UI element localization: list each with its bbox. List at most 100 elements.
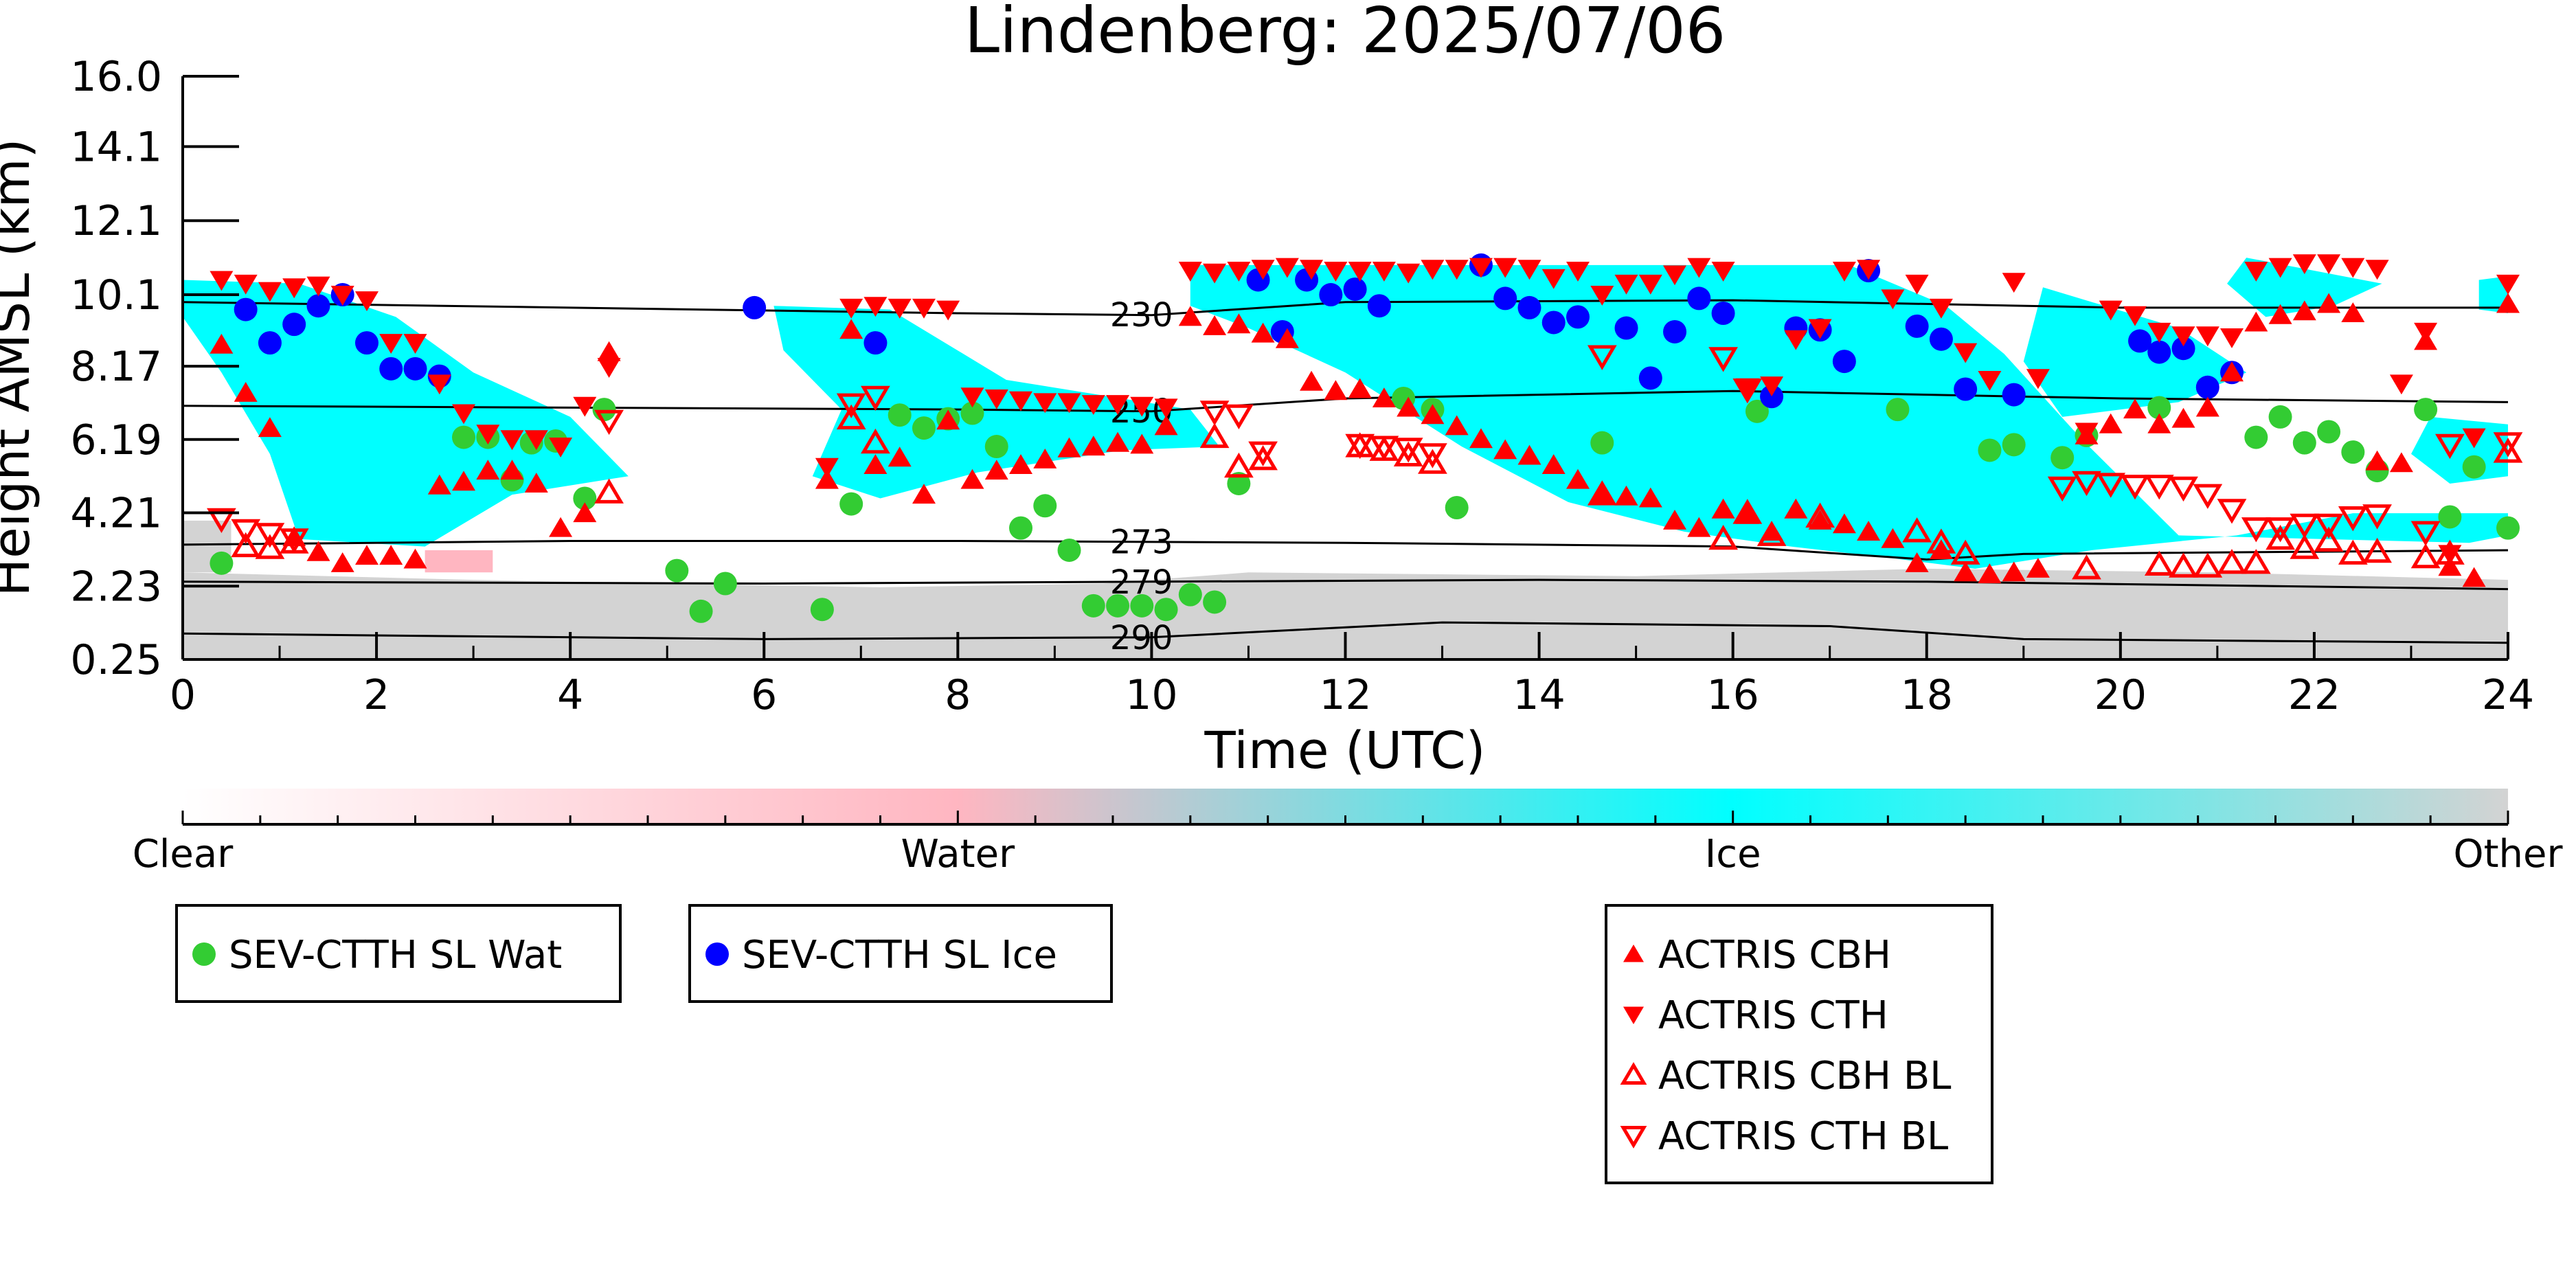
data-point xyxy=(2241,517,2271,543)
data-point xyxy=(1224,452,1254,478)
data-point xyxy=(282,313,306,337)
data-point xyxy=(524,430,548,451)
data-point xyxy=(1905,552,1929,572)
data-point xyxy=(2365,260,2389,280)
legend-marker xyxy=(1620,1126,1647,1149)
data-point xyxy=(2123,398,2147,419)
data-point xyxy=(2389,452,2413,473)
data-point xyxy=(573,396,597,417)
data-point xyxy=(1614,316,1638,340)
data-point xyxy=(2072,471,2101,497)
data-point xyxy=(379,357,403,381)
data-point xyxy=(2147,396,2171,420)
data-point xyxy=(2341,258,2365,278)
data-point xyxy=(1732,379,1763,404)
data-point xyxy=(839,319,863,339)
data-point xyxy=(1154,398,1178,419)
data-point xyxy=(1517,295,1541,319)
x-tick-label: 10 xyxy=(1125,671,1177,719)
x-tick-label: 0 xyxy=(170,671,196,719)
contour-label-230: 230 xyxy=(1110,296,1173,335)
data-point xyxy=(936,300,960,321)
data-point xyxy=(524,473,548,493)
data-point xyxy=(452,404,475,425)
data-point xyxy=(2072,554,2101,580)
data-point xyxy=(1663,319,1687,343)
data-point xyxy=(1881,528,1905,548)
data-point xyxy=(1393,438,1423,463)
x-tick-label: 20 xyxy=(2094,671,2147,719)
data-point xyxy=(1735,504,1759,524)
data-point xyxy=(2292,431,2316,455)
data-point xyxy=(2314,513,2344,539)
contour-line-230 xyxy=(182,299,2508,317)
data-point xyxy=(1760,385,1784,409)
data-point xyxy=(836,393,866,418)
data-point xyxy=(1081,395,1105,415)
y-tick-label: 16.0 xyxy=(70,53,162,101)
y-tick-label: 10.1 xyxy=(70,271,162,319)
data-point xyxy=(1978,438,2002,462)
data-point xyxy=(1587,345,1617,370)
y-tick-label: 2.23 xyxy=(70,563,162,611)
data-point xyxy=(2410,521,2441,546)
data-point xyxy=(1203,263,1227,284)
legend-frame xyxy=(688,904,1113,1003)
data-point xyxy=(2266,524,2295,550)
data-point xyxy=(1224,404,1254,430)
data-point xyxy=(1756,521,1787,546)
data-point xyxy=(279,528,309,554)
legend-marker xyxy=(1623,945,1644,962)
data-point xyxy=(1905,274,1929,295)
data-point xyxy=(1832,350,1856,374)
data-point xyxy=(549,517,573,537)
data-point xyxy=(2362,504,2392,530)
chart-title: Lindenberg: 2025/07/06 xyxy=(964,0,1726,67)
data-point xyxy=(2002,273,2026,293)
data-point xyxy=(888,298,912,319)
data-point xyxy=(1033,449,1057,468)
data-point xyxy=(1057,437,1081,457)
data-point xyxy=(234,297,258,321)
data-point xyxy=(255,534,285,559)
data-point xyxy=(2389,374,2413,395)
data-point xyxy=(836,404,866,430)
data-point xyxy=(1469,428,1493,449)
data-point xyxy=(1760,376,1784,396)
data-point xyxy=(888,447,912,467)
legend-entry-label: ACTRIS CTH xyxy=(1658,993,1888,1038)
data-point xyxy=(330,552,354,572)
data-point xyxy=(2050,446,2075,470)
data-point xyxy=(379,334,403,354)
data-point xyxy=(403,548,427,569)
data-point xyxy=(1421,404,1445,425)
y-tick-label: 14.1 xyxy=(70,123,162,171)
data-point xyxy=(984,460,1008,480)
data-point xyxy=(1541,269,1566,289)
colorbar-label: Ice xyxy=(1705,832,1761,877)
data-point xyxy=(2496,274,2520,295)
x-tick-label: 24 xyxy=(2482,671,2534,719)
series-actris-cth-bl xyxy=(207,345,2523,554)
data-point xyxy=(1590,484,1614,504)
data-point xyxy=(1199,400,1230,426)
data-point xyxy=(2435,433,2465,460)
data-point xyxy=(2220,361,2244,382)
data-point xyxy=(1367,294,1391,318)
data-point xyxy=(1493,439,1517,460)
data-point xyxy=(2096,473,2126,498)
data-point xyxy=(1418,449,1447,474)
data-point xyxy=(1517,260,1541,280)
legend-box-3: ACTRIS CBH ACTRIS CTH ACTRIS CBH BL ACTRIS … xyxy=(1605,904,1993,1184)
data-point xyxy=(1130,396,1154,417)
data-point xyxy=(912,416,936,440)
data-point xyxy=(815,468,839,489)
data-point xyxy=(2169,552,2198,578)
data-point xyxy=(2147,340,2171,364)
data-point xyxy=(1929,539,1953,559)
data-point xyxy=(960,468,984,489)
data-point xyxy=(306,541,330,561)
data-point xyxy=(1248,445,1278,471)
data-point xyxy=(594,409,624,436)
